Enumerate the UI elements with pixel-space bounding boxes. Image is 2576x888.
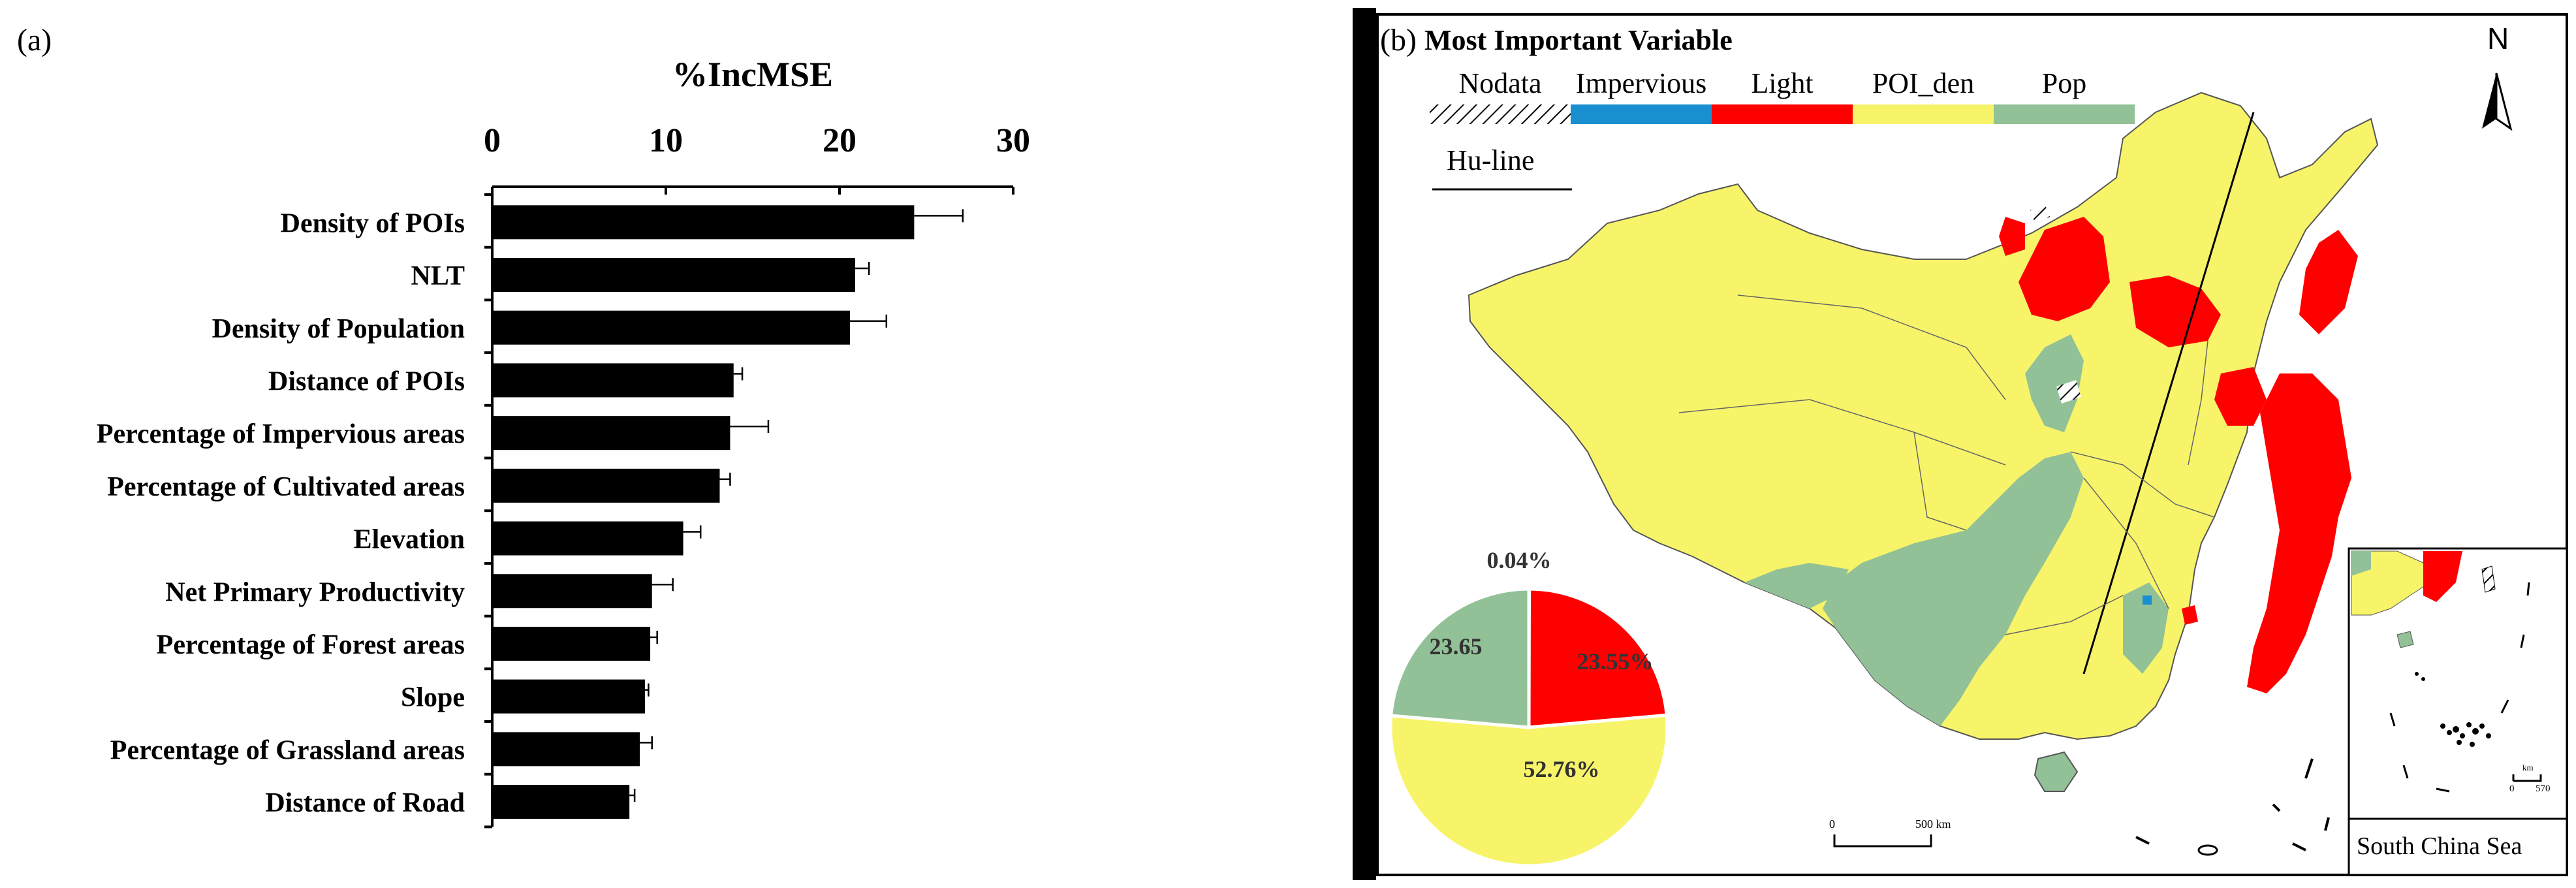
importance-bar-chart: %IncMSE 0 10 20 30 Density of POIs NLT Density … [97, 55, 1030, 829]
category-label: Percentage of Impervious areas [97, 419, 465, 449]
huline-label: Hu-line [1447, 144, 1535, 176]
map-region-light-east-coast [2247, 373, 2351, 693]
panel-a-label: (a) [17, 23, 52, 57]
bar [492, 626, 651, 661]
pie-label-impervious: 0.04% [1487, 547, 1552, 573]
category-label: Percentage of Grassland areas [110, 735, 465, 765]
map-region-nodata-1 [2030, 204, 2050, 225]
map-region-light-northeast [2299, 230, 2358, 334]
category-label: Elevation [354, 525, 465, 555]
map-legend [1430, 104, 2135, 191]
scale-label-500km: 500 km [1915, 817, 1951, 831]
category-label: Percentage of Cultivated areas [107, 472, 465, 502]
x-tick-label: 10 [649, 122, 683, 159]
scale-label-0: 0 [1829, 817, 1835, 831]
bar [492, 416, 730, 451]
category-label: NLT [411, 261, 465, 291]
map-region-light-north-3 [1999, 217, 2025, 256]
bar [492, 521, 683, 556]
x-tick-label: 20 [823, 122, 856, 159]
pie-chart: 0.04% 23.55% 52.76% 23.65 [1389, 547, 1669, 868]
map-scale-bar [1833, 834, 1932, 848]
pie-label-pop: 23.65 [1430, 633, 1483, 659]
map-region-nodata-2 [2056, 380, 2081, 404]
category-label: Distance of Road [265, 788, 465, 818]
legend-label-pop: Pop [2041, 67, 2087, 99]
bar [492, 468, 720, 503]
category-label: Slope [401, 683, 465, 713]
legend-label-impervious: Impervious [1575, 67, 1707, 99]
panel-b-label: (b) [1380, 23, 1417, 57]
category-label: Net Primary Productivity [165, 577, 465, 607]
legend-swatch-poi-den [1853, 104, 1994, 124]
bar [492, 310, 850, 345]
panel-divider-bar [1353, 8, 1376, 880]
china-map [1468, 91, 2402, 792]
bar [492, 363, 734, 398]
north-arrow-icon [2482, 72, 2513, 131]
map-region-pop-south [2123, 582, 2169, 674]
map-figure: 0.04% 23.55% 52.76% 23.65 [1353, 8, 2568, 880]
bar [492, 205, 915, 240]
bar [492, 574, 652, 609]
category-label: Percentage of Forest areas [157, 630, 465, 660]
chart-title: %IncMSE [672, 55, 833, 94]
category-label: Density of Population [212, 314, 465, 344]
bar [492, 258, 855, 293]
x-tick-label: 0 [484, 122, 501, 159]
map-region-pop-west [1744, 563, 1849, 609]
inset-scale-unit: km [2522, 763, 2534, 772]
bar [492, 785, 630, 819]
map-region-light-north-1 [2018, 217, 2110, 321]
inset-islands [2415, 672, 2491, 747]
bar [492, 732, 640, 767]
pie-label-light: 23.55% [1577, 648, 1654, 674]
map-region-light-central-east [2214, 367, 2267, 426]
pie-slice-light [1527, 587, 1669, 729]
map-panel: 0.04% 23.55% 52.76% 23.65 [1353, 8, 2576, 880]
north-label: N [2487, 22, 2509, 56]
map-region-pop-central [2025, 334, 2084, 432]
category-label: Density of POIs [281, 208, 465, 238]
inset-scale-label-570: 570 [2536, 784, 2551, 794]
x-tick-label: 30 [996, 122, 1030, 159]
legend-label-light: Light [1751, 67, 1814, 99]
legend-label-nodata: Nodata [1458, 67, 1542, 99]
pie-label-poi-den: 52.76% [1524, 756, 1600, 782]
island-markers [2135, 758, 2330, 851]
hu-line [2082, 112, 2255, 674]
legend-swatch-impervious [1571, 104, 1712, 124]
map-region-light-spot [2182, 605, 2198, 625]
map-region-pop-hainan [2034, 751, 2079, 792]
map-region-impervious [2143, 595, 2152, 605]
pie-slice-poi-den [1389, 713, 1669, 868]
map-region-pop-southwest [1823, 452, 2084, 726]
legend-swatch-nodata [1430, 104, 1571, 124]
category-label: Distance of POIs [268, 366, 465, 396]
pie-slice-pop [1389, 587, 1531, 729]
map-title: Most Important Variable [1424, 24, 1733, 56]
bar [492, 679, 646, 714]
province-borders [1678, 294, 2215, 635]
inset-scale-label-0: 0 [2509, 784, 2515, 794]
map-region-poi-den [1468, 91, 2379, 740]
legend-label-poi-den: POI_den [1872, 67, 1975, 99]
legend-swatch-light [1712, 104, 1853, 124]
legend-swatch-pop [1994, 104, 2135, 124]
inset-title: South China Sea [2357, 832, 2522, 860]
inset-map [2348, 547, 2568, 876]
